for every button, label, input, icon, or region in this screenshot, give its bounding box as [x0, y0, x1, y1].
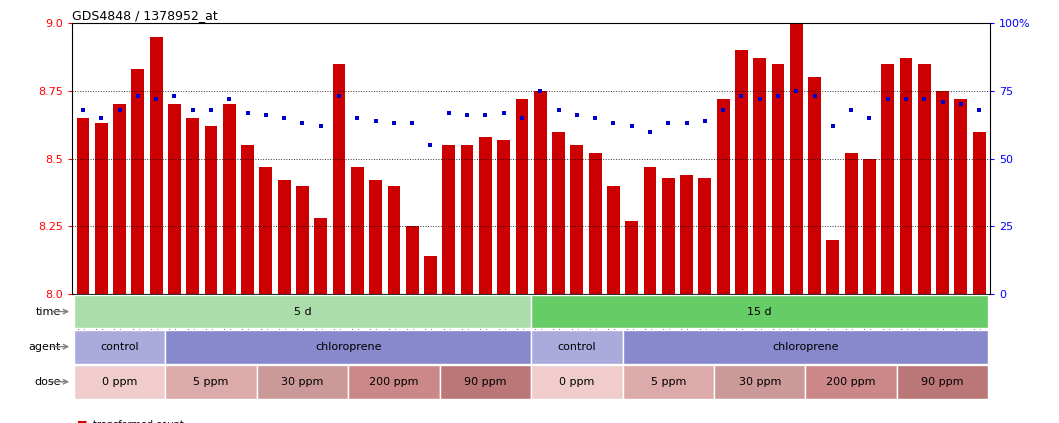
- Bar: [370, 180, 382, 294]
- Bar: [241, 145, 254, 294]
- Bar: [680, 175, 693, 294]
- Bar: [532, 365, 623, 398]
- Bar: [845, 153, 858, 294]
- Bar: [74, 365, 165, 398]
- Text: 30 ppm: 30 ppm: [282, 377, 324, 387]
- Bar: [406, 226, 418, 294]
- Text: 5 ppm: 5 ppm: [650, 377, 686, 387]
- Bar: [149, 37, 162, 294]
- Bar: [439, 365, 531, 398]
- Bar: [790, 23, 803, 294]
- Bar: [900, 58, 913, 294]
- Bar: [717, 99, 730, 294]
- Bar: [735, 50, 748, 294]
- Text: 200 ppm: 200 ppm: [826, 377, 876, 387]
- Text: chloroprene: chloroprene: [315, 342, 381, 352]
- Bar: [315, 218, 327, 294]
- Bar: [623, 330, 988, 363]
- Text: 200 ppm: 200 ppm: [370, 377, 418, 387]
- Bar: [348, 365, 439, 398]
- Bar: [76, 118, 89, 294]
- Text: ■: ■: [77, 420, 88, 423]
- Text: 15 d: 15 d: [748, 307, 772, 316]
- Bar: [259, 167, 272, 294]
- Bar: [954, 99, 967, 294]
- Text: 5 d: 5 d: [293, 307, 311, 316]
- Bar: [131, 69, 144, 294]
- Bar: [772, 64, 785, 294]
- Bar: [808, 77, 821, 294]
- Bar: [388, 186, 400, 294]
- Bar: [607, 186, 620, 294]
- Text: GDS4848 / 1378952_at: GDS4848 / 1378952_at: [72, 9, 218, 22]
- Text: control: control: [101, 342, 139, 352]
- Bar: [826, 240, 840, 294]
- Bar: [168, 104, 181, 294]
- Text: time: time: [36, 307, 61, 316]
- Text: 0 ppm: 0 ppm: [102, 377, 138, 387]
- Bar: [443, 145, 455, 294]
- Bar: [165, 330, 531, 363]
- Bar: [806, 365, 897, 398]
- Bar: [333, 64, 345, 294]
- Text: transformed count: transformed count: [93, 420, 184, 423]
- Bar: [461, 145, 473, 294]
- Bar: [714, 365, 806, 398]
- Bar: [516, 99, 528, 294]
- Bar: [625, 221, 639, 294]
- Bar: [897, 365, 988, 398]
- Bar: [863, 159, 876, 294]
- Bar: [165, 365, 256, 398]
- Text: 5 ppm: 5 ppm: [194, 377, 229, 387]
- Text: 90 ppm: 90 ppm: [464, 377, 506, 387]
- Text: 90 ppm: 90 ppm: [921, 377, 964, 387]
- Bar: [113, 104, 126, 294]
- Bar: [623, 365, 714, 398]
- Bar: [699, 178, 712, 294]
- Text: chloroprene: chloroprene: [772, 342, 839, 352]
- Text: dose: dose: [35, 377, 61, 387]
- Bar: [204, 126, 217, 294]
- Text: control: control: [557, 342, 596, 352]
- Bar: [532, 295, 988, 328]
- Bar: [256, 365, 348, 398]
- Text: 0 ppm: 0 ppm: [559, 377, 594, 387]
- Bar: [662, 178, 675, 294]
- Bar: [277, 180, 290, 294]
- Bar: [222, 104, 236, 294]
- Bar: [881, 64, 894, 294]
- Text: agent: agent: [29, 342, 61, 352]
- Bar: [95, 124, 108, 294]
- Bar: [589, 153, 602, 294]
- Bar: [424, 256, 437, 294]
- Bar: [351, 167, 363, 294]
- Bar: [753, 58, 766, 294]
- Bar: [74, 295, 531, 328]
- Text: 30 ppm: 30 ppm: [738, 377, 780, 387]
- Bar: [532, 330, 623, 363]
- Bar: [918, 64, 931, 294]
- Bar: [973, 132, 986, 294]
- Bar: [479, 137, 491, 294]
- Bar: [498, 140, 510, 294]
- Bar: [552, 132, 564, 294]
- Bar: [644, 167, 657, 294]
- Bar: [186, 118, 199, 294]
- Bar: [936, 91, 949, 294]
- Bar: [534, 91, 546, 294]
- Bar: [297, 186, 309, 294]
- Bar: [571, 145, 584, 294]
- Bar: [74, 330, 165, 363]
